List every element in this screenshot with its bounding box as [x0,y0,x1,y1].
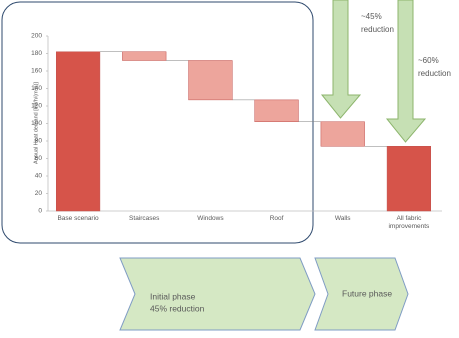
y-tick-label: 40 [35,173,43,180]
bar [254,99,299,122]
phase-label: Initial phase [150,291,196,301]
bar [386,146,432,212]
x-tick-label-box: Roof [269,215,284,222]
x-tick-label-box: Staircases [129,215,160,222]
y-tick-label: 0 [38,208,42,215]
phase-chevron [119,257,316,331]
x-tick-label: Roof [269,215,284,222]
phase-label: 45% reduction [150,303,205,313]
y-tick-label: 120 [31,103,42,110]
frame [1,1,314,244]
annotation: ~45% [361,12,382,21]
y-tick-label: 100 [31,120,42,127]
x-tick-label-box: Base scenario [57,215,99,222]
y-axis-label: Annual Heat demand [kWh/(m²a)] [33,82,39,164]
y-tick-label: 140 [31,85,42,92]
x-tick-label: Windows [197,215,224,222]
x-tick-label: All fabric improvements [388,215,430,230]
bar [188,60,233,101]
y-tick-label: 160 [31,68,42,75]
y-tick-label: 20 [35,190,43,197]
y-tick-label: 180 [31,50,42,57]
annotation: reduction [418,69,451,78]
arrow [320,0,362,119]
bar [122,51,167,61]
y-tick-label: 200 [31,33,42,40]
x-tick-label-box: Windows [197,215,224,222]
x-tick-label: Base scenario [57,215,99,222]
x-tick-label: Staircases [129,215,160,222]
x-tick-label: Walls [334,215,351,222]
phase-label: Future phase [342,288,392,298]
y-tick-label: 60 [35,155,43,162]
bar [55,51,101,212]
annotation: ~60% [418,56,439,65]
bar [320,121,365,147]
phase-chevron [314,257,409,331]
x-tick-label-box: All fabric improvements [388,215,430,230]
x-tick-label-box: Walls [334,215,351,222]
annotation: reduction [361,25,394,34]
arrow [385,0,427,143]
y-tick-label: 80 [35,138,43,145]
